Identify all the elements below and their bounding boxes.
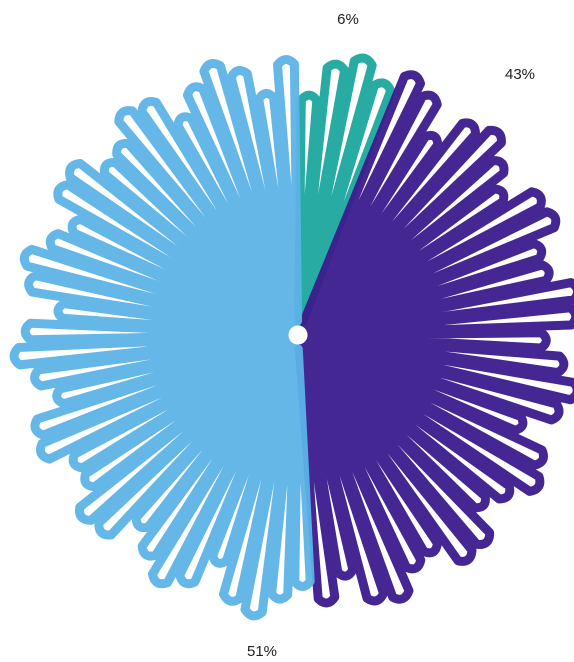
pie-slice <box>294 70 574 608</box>
pie-slice <box>9 54 315 621</box>
value-label: 51% <box>247 643 277 660</box>
pie-slice <box>294 53 396 327</box>
value-label: 43% <box>505 66 535 83</box>
value-label: 6% <box>337 11 359 28</box>
